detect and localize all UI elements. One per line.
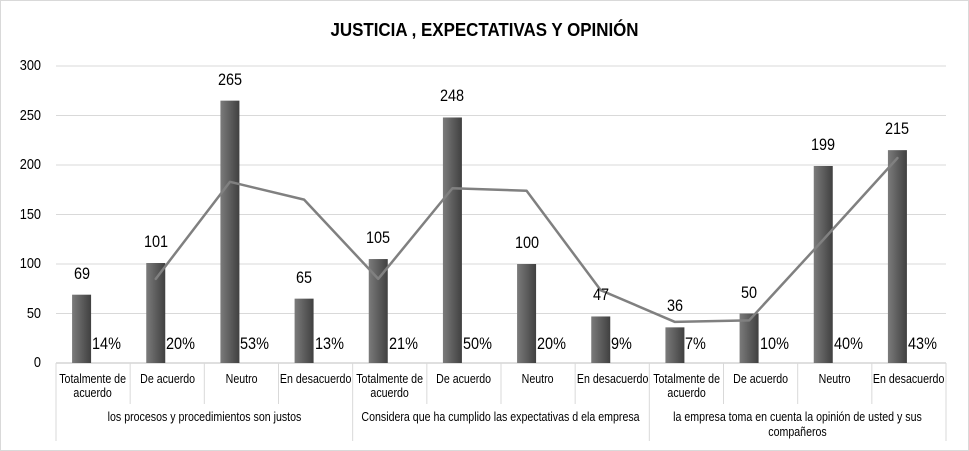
percent-label: 13%	[314, 334, 344, 353]
category-axis	[55, 362, 947, 441]
group-label: los procesos y procedimientos son justos	[107, 410, 302, 424]
value-label: 65	[296, 267, 313, 287]
bar	[813, 165, 833, 363]
category-label: En desacuerdo	[576, 372, 648, 386]
category-label: En desacuerdo	[873, 372, 945, 386]
value-label: 248	[440, 86, 465, 106]
percent-label: 40%	[833, 334, 863, 353]
category-label: Totalmente de acuerdo	[59, 372, 127, 400]
bar	[739, 313, 759, 363]
value-label: 36	[666, 296, 683, 316]
percent-label: 14%	[92, 334, 122, 353]
category-label: Neutro	[225, 372, 258, 386]
bar-series	[72, 100, 907, 364]
category-label: De acuerdo	[733, 372, 789, 386]
y-tick-label: 50	[26, 304, 41, 322]
bar	[220, 100, 240, 364]
percent-label: 53%	[240, 334, 270, 353]
percent-label: 20%	[166, 334, 196, 353]
category-label: En desacuerdo	[279, 372, 352, 386]
bar	[591, 316, 611, 363]
category-label: De acuerdo	[139, 372, 195, 386]
bar	[146, 263, 166, 363]
category-label: Totalmente de acuerdo	[356, 372, 424, 400]
category-label: Neutro	[522, 372, 555, 386]
percent-label: 20%	[537, 334, 567, 353]
value-label: 47	[592, 285, 609, 305]
percent-label: 50%	[462, 334, 492, 353]
category-label: Neutro	[818, 372, 851, 386]
percent-label: 7%	[685, 334, 707, 353]
y-tick-label: 0	[33, 354, 41, 371]
value-label: 69	[73, 263, 90, 283]
y-tick-label: 200	[19, 156, 41, 173]
value-label: 199	[811, 134, 836, 154]
bar	[665, 327, 685, 363]
percent-label: 9%	[611, 334, 633, 353]
value-label: 50	[741, 282, 758, 302]
bar	[72, 294, 92, 363]
bar	[517, 264, 537, 363]
trend-line	[154, 156, 899, 324]
value-label: 265	[217, 69, 242, 89]
y-tick-label: 150	[19, 205, 41, 223]
value-label: 105	[366, 228, 391, 248]
trend-series	[154, 156, 899, 324]
group-label: Considera que ha cumplido las expectativ…	[361, 410, 641, 424]
y-tick-label: 250	[19, 106, 41, 124]
bar	[368, 259, 388, 363]
value-label: 101	[143, 232, 168, 251]
value-label: 100	[514, 233, 539, 252]
y-tick-label: 300	[19, 57, 41, 74]
group-label: la empresa toma en cuenta la opinión de …	[673, 410, 922, 439]
y-tick-label: 100	[19, 255, 41, 272]
value-label: 215	[885, 119, 910, 139]
percent-label: 10%	[759, 334, 789, 353]
percent-label: 43%	[907, 334, 937, 353]
chart-title: JUSTICIA , EXPECTATIVAS Y OPINIÓN	[330, 20, 639, 40]
category-label: Totalmente de acuerdo	[653, 372, 720, 400]
bar	[294, 298, 314, 363]
bar	[887, 150, 907, 363]
bar	[442, 117, 462, 363]
percent-label: 21%	[388, 334, 418, 353]
category-label: De acuerdo	[436, 372, 492, 386]
